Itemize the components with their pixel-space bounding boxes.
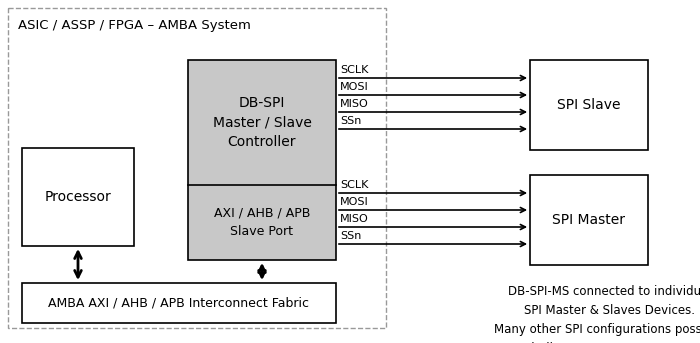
Text: SPI Master: SPI Master	[552, 213, 626, 227]
Bar	[530, 175, 648, 265]
Text: SCLK: SCLK	[340, 180, 368, 190]
Bar	[530, 60, 648, 150]
Text: MISO: MISO	[340, 99, 369, 109]
Bar	[188, 60, 336, 260]
Text: Processor: Processor	[45, 190, 111, 204]
Bar	[8, 8, 386, 328]
Text: AMBA AXI / AHB / APB Interconnect Fabric: AMBA AXI / AHB / APB Interconnect Fabric	[48, 296, 309, 309]
Text: SSn: SSn	[340, 231, 361, 241]
Text: MOSI: MOSI	[340, 82, 369, 92]
Text: AXI / AHB / APB
Slave Port: AXI / AHB / APB Slave Port	[214, 207, 310, 238]
Text: DB-SPI-MS connected to individual
SPI Master & Slaves Devices.
Many other SPI co: DB-SPI-MS connected to individual SPI Ma…	[494, 285, 700, 343]
Text: SCLK: SCLK	[340, 65, 368, 75]
Text: MOSI: MOSI	[340, 197, 369, 207]
Bar	[22, 148, 134, 246]
Text: SPI Slave: SPI Slave	[557, 98, 621, 112]
Text: SSn: SSn	[340, 116, 361, 126]
Text: MISO: MISO	[340, 214, 369, 224]
Text: DB-SPI
Master / Slave
Controller: DB-SPI Master / Slave Controller	[213, 96, 312, 149]
Text: ASIC / ASSP / FPGA – AMBA System: ASIC / ASSP / FPGA – AMBA System	[18, 20, 251, 33]
Bar	[22, 283, 336, 323]
